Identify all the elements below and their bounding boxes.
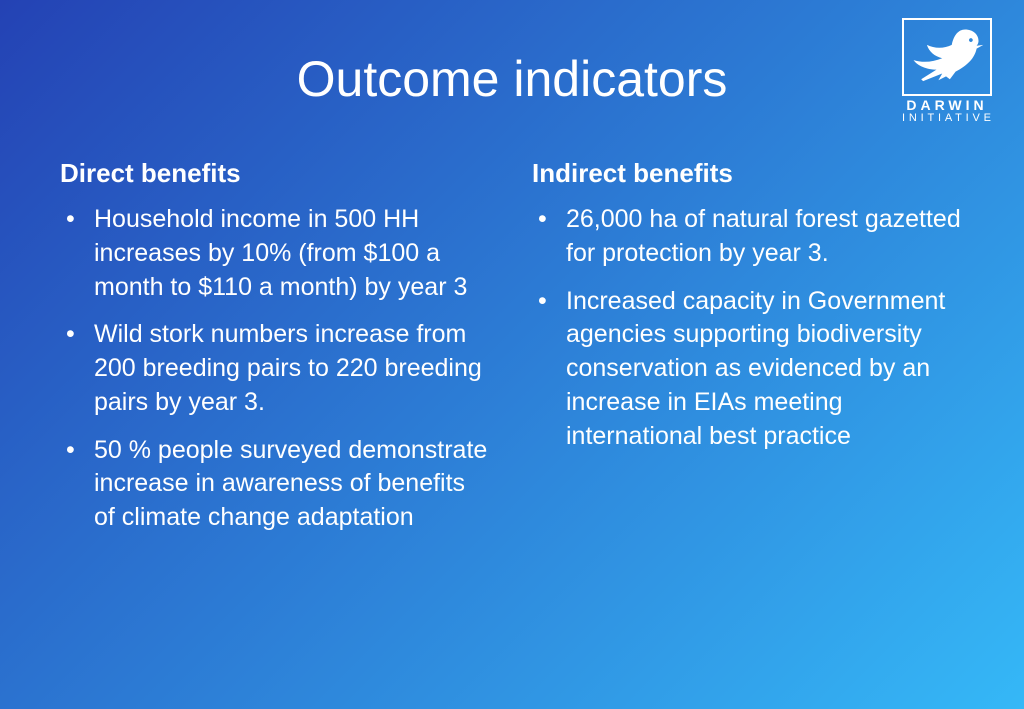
left-column-heading: Direct benefits — [60, 158, 492, 189]
logo-text-darwin: DARWIN — [902, 98, 992, 112]
right-column-heading: Indirect benefits — [532, 158, 964, 189]
list-item: Wild stork numbers increase from 200 bre… — [60, 318, 492, 419]
right-column: Indirect benefits 26,000 ha of natural f… — [532, 158, 964, 549]
logo-frame — [902, 18, 992, 96]
logo-text-initiative: INITIATIVE — [902, 112, 992, 125]
list-item: 26,000 ha of natural forest gazetted for… — [532, 203, 964, 271]
left-bullet-list: Household income in 500 HH increases by … — [60, 203, 492, 535]
right-bullet-list: 26,000 ha of natural forest gazetted for… — [532, 203, 964, 453]
left-column: Direct benefits Household income in 500 … — [60, 158, 492, 549]
content-columns: Direct benefits Household income in 500 … — [60, 158, 964, 549]
darwin-logo: DARWIN INITIATIVE — [902, 18, 992, 125]
list-item: 50 % people surveyed demonstrate increas… — [60, 434, 492, 535]
list-item: Increased capacity in Government agencie… — [532, 285, 964, 454]
bird-icon — [904, 20, 990, 95]
slide: DARWIN INITIATIVE Outcome indicators Dir… — [0, 0, 1024, 709]
slide-title: Outcome indicators — [60, 50, 964, 108]
list-item: Household income in 500 HH increases by … — [60, 203, 492, 304]
